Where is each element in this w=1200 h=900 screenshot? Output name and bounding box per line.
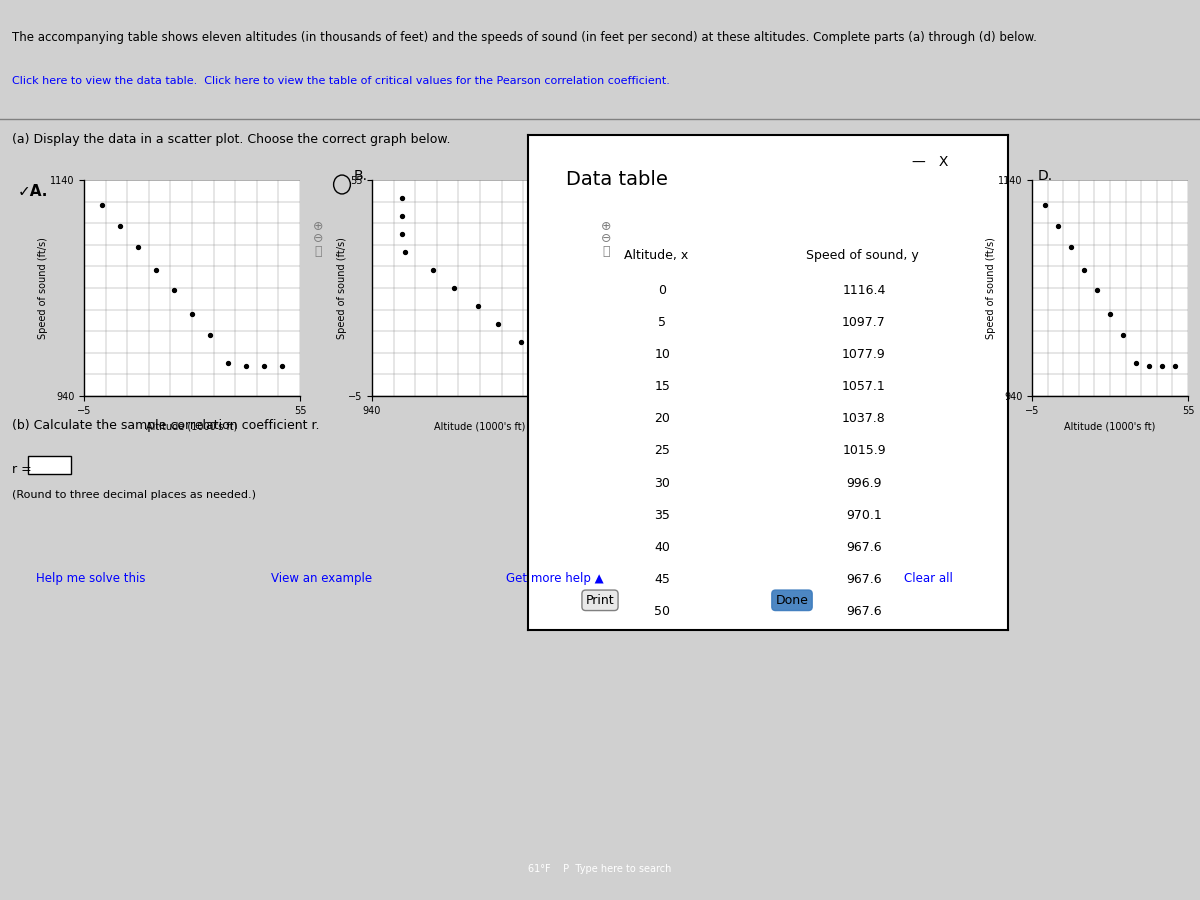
Text: 967.6: 967.6 <box>846 605 882 618</box>
Text: 40: 40 <box>654 541 671 554</box>
Text: ⧉: ⧉ <box>314 245 322 257</box>
Text: Clear all: Clear all <box>904 572 953 585</box>
Point <box>182 307 202 321</box>
Text: 1037.8: 1037.8 <box>842 412 886 425</box>
Text: 0: 0 <box>659 284 666 296</box>
Point <box>1140 359 1159 374</box>
Text: 970.1: 970.1 <box>846 508 882 522</box>
Point <box>110 219 130 233</box>
Text: View an example: View an example <box>271 572 372 585</box>
Point <box>1152 359 1171 374</box>
Point <box>1036 198 1055 212</box>
Text: Print: Print <box>586 594 614 607</box>
Text: 967.6: 967.6 <box>846 573 882 586</box>
Point <box>200 328 220 342</box>
Point <box>488 317 508 331</box>
Point <box>424 263 443 277</box>
FancyBboxPatch shape <box>29 456 72 474</box>
Point <box>392 227 412 241</box>
Text: 30: 30 <box>654 477 671 490</box>
Text: 5: 5 <box>659 316 666 328</box>
Point <box>444 281 463 295</box>
Point <box>92 198 112 212</box>
Point <box>1114 328 1133 342</box>
Text: 35: 35 <box>654 508 671 522</box>
Point <box>128 240 148 255</box>
Text: 61°F    P  Type here to search: 61°F P Type here to search <box>528 863 672 874</box>
Text: 45: 45 <box>654 573 671 586</box>
Point <box>392 191 412 205</box>
Text: (a) Display the data in a scatter plot. Choose the correct graph below.: (a) Display the data in a scatter plot. … <box>12 133 450 146</box>
Point <box>254 359 274 374</box>
Text: Click here to view the data table.  Click here to view the table of critical val: Click here to view the data table. Click… <box>12 76 670 86</box>
Text: Speed of sound, y: Speed of sound, y <box>806 248 919 262</box>
Text: 996.9: 996.9 <box>846 477 882 490</box>
Text: 1057.1: 1057.1 <box>842 380 886 393</box>
Y-axis label: Speed of sound (ft/s): Speed of sound (ft/s) <box>986 237 996 339</box>
Point <box>1049 219 1068 233</box>
Text: 1015.9: 1015.9 <box>842 445 886 457</box>
Text: 1077.9: 1077.9 <box>842 347 886 361</box>
Point <box>1087 284 1106 298</box>
Point <box>468 299 487 313</box>
Text: 967.6: 967.6 <box>846 541 882 554</box>
Y-axis label: Speed of sound (ft/s): Speed of sound (ft/s) <box>38 237 48 339</box>
Text: r =: r = <box>12 463 36 475</box>
Text: 20: 20 <box>654 412 671 425</box>
Text: Help me solve this: Help me solve this <box>36 572 145 585</box>
Text: ⊖: ⊖ <box>313 232 323 245</box>
Text: 10: 10 <box>654 347 671 361</box>
Text: ⊖: ⊖ <box>601 232 611 245</box>
Point <box>146 262 166 276</box>
Point <box>1127 356 1146 371</box>
Text: 50: 50 <box>654 605 671 618</box>
X-axis label: Altitude (1000's ft): Altitude (1000's ft) <box>434 421 526 431</box>
Point <box>164 284 184 298</box>
Text: ⊕: ⊕ <box>601 220 611 232</box>
Point <box>392 209 412 223</box>
Text: 1116.4: 1116.4 <box>842 284 886 296</box>
Text: ⊕: ⊕ <box>313 220 323 232</box>
Point <box>236 359 256 374</box>
X-axis label: Altitude (1000's ft): Altitude (1000's ft) <box>146 421 238 431</box>
Text: Altitude, x: Altitude, x <box>624 248 689 262</box>
Point <box>1165 359 1184 374</box>
Text: (Round to three decimal places as needed.): (Round to three decimal places as needed… <box>12 490 256 500</box>
Text: (b) Calculate the sample correlation coefficient r.: (b) Calculate the sample correlation coe… <box>12 419 319 432</box>
Text: 25: 25 <box>654 445 671 457</box>
Text: Get more help ▲: Get more help ▲ <box>506 572 604 585</box>
Point <box>1100 307 1120 321</box>
Point <box>1074 262 1093 276</box>
Text: ⧉: ⧉ <box>602 245 610 257</box>
Point <box>395 245 414 259</box>
X-axis label: Altitude (1000's ft): Altitude (1000's ft) <box>1064 421 1156 431</box>
Text: D.: D. <box>1038 169 1054 184</box>
Text: B.: B. <box>354 169 368 184</box>
Point <box>511 335 530 349</box>
Text: 1097.7: 1097.7 <box>842 316 886 328</box>
Point <box>272 359 292 374</box>
Text: —   X: — X <box>912 155 948 169</box>
Point <box>553 371 572 385</box>
Text: Done: Done <box>775 594 809 607</box>
Y-axis label: Speed of sound (ft/s): Speed of sound (ft/s) <box>336 237 347 339</box>
Text: 15: 15 <box>654 380 671 393</box>
Point <box>218 356 238 371</box>
Text: ✓A.: ✓A. <box>18 184 48 200</box>
Text: The accompanying table shows eleven altitudes (in thousands of feet) and the spe: The accompanying table shows eleven alti… <box>12 32 1037 44</box>
Point <box>1062 240 1081 255</box>
Point <box>533 353 552 367</box>
Text: Data table: Data table <box>566 169 668 189</box>
